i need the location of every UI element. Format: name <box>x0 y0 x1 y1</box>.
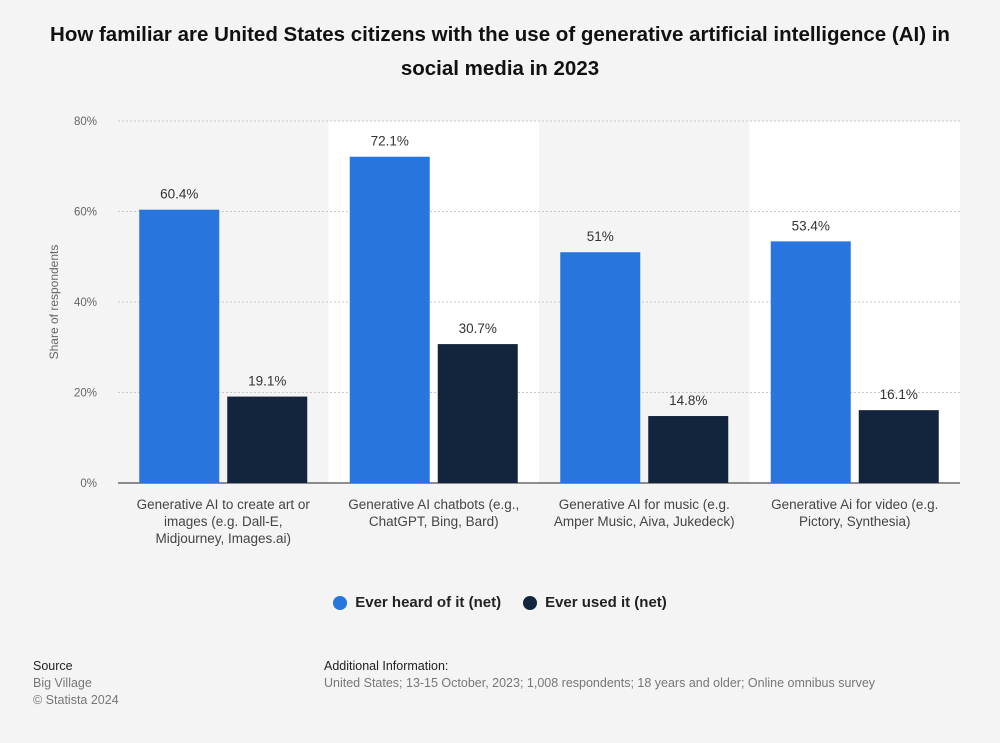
x-tick-label: Pictory, Synthesia) <box>799 514 911 529</box>
bar-heard <box>139 209 220 483</box>
data-label: 60.4% <box>160 187 198 202</box>
x-tick-label: images (e.g. Dall-E, <box>164 514 283 529</box>
x-tick-label: Generative Ai for video (e.g. <box>771 497 938 512</box>
y-tick-label: 40% <box>74 297 97 309</box>
additional-info-text: United States; 13-15 October, 2023; 1,00… <box>324 676 876 690</box>
bar-heard <box>349 156 430 483</box>
data-label: 51% <box>587 229 614 244</box>
data-label: 72.1% <box>371 134 409 149</box>
bar-heard <box>560 252 641 483</box>
legend-swatch-heard <box>333 595 348 610</box>
bar-used <box>437 344 518 483</box>
legend-item-heard[interactable]: Ever heard of it (net) <box>333 594 501 611</box>
bar-used <box>227 396 308 483</box>
source-name: Big Village <box>33 676 92 690</box>
x-tick-label: Generative AI for music (e.g. <box>559 497 730 512</box>
x-tick-label: Midjourney, Images.ai) <box>155 531 291 546</box>
chart-title: How familiar are United States citizens … <box>50 23 950 80</box>
additional-info-block: Additional Information: United States; 1… <box>324 658 875 692</box>
source-heading: Source <box>33 659 73 673</box>
data-label: 53.4% <box>792 218 830 233</box>
bar-used <box>858 410 939 483</box>
chart: 0% 20% 40% 60% 80% Share of respondents 60.4% 1… <box>47 116 960 546</box>
source-block: Source Big Village © Statista 2024 <box>33 658 119 709</box>
x-tick-label: ChatGPT, Bing, Bard) <box>369 514 499 529</box>
bar-heard <box>770 241 851 483</box>
legend-label-heard: Ever heard of it (net) <box>355 594 502 611</box>
y-tick-label: 20% <box>74 388 97 400</box>
y-tick-label: 60% <box>74 207 97 219</box>
y-axis-label: Share of respondents <box>47 245 61 360</box>
bar-used <box>648 416 729 483</box>
y-tick-label: 0% <box>80 478 97 490</box>
legend-swatch-used <box>523 595 538 610</box>
x-tick-label: Generative AI to create art or <box>137 497 311 512</box>
data-label: 14.8% <box>669 393 707 408</box>
legend-item-used[interactable]: Ever used it (net) <box>523 594 667 611</box>
additional-info-heading: Additional Information: <box>324 659 449 673</box>
legend-label-used: Ever used it (net) <box>545 594 667 611</box>
copyright: © Statista 2024 <box>33 693 119 707</box>
legend: Ever heard of it (net) Ever used it (net… <box>0 594 1000 611</box>
y-tick-label: 80% <box>74 116 97 128</box>
data-label: 16.1% <box>880 387 918 402</box>
data-label: 19.1% <box>248 374 286 389</box>
data-label: 30.7% <box>459 321 497 336</box>
x-tick-label: Amper Music, Aiva, Jukedeck) <box>554 514 735 529</box>
x-tick-label: Generative AI chatbots (e.g., <box>348 497 519 512</box>
